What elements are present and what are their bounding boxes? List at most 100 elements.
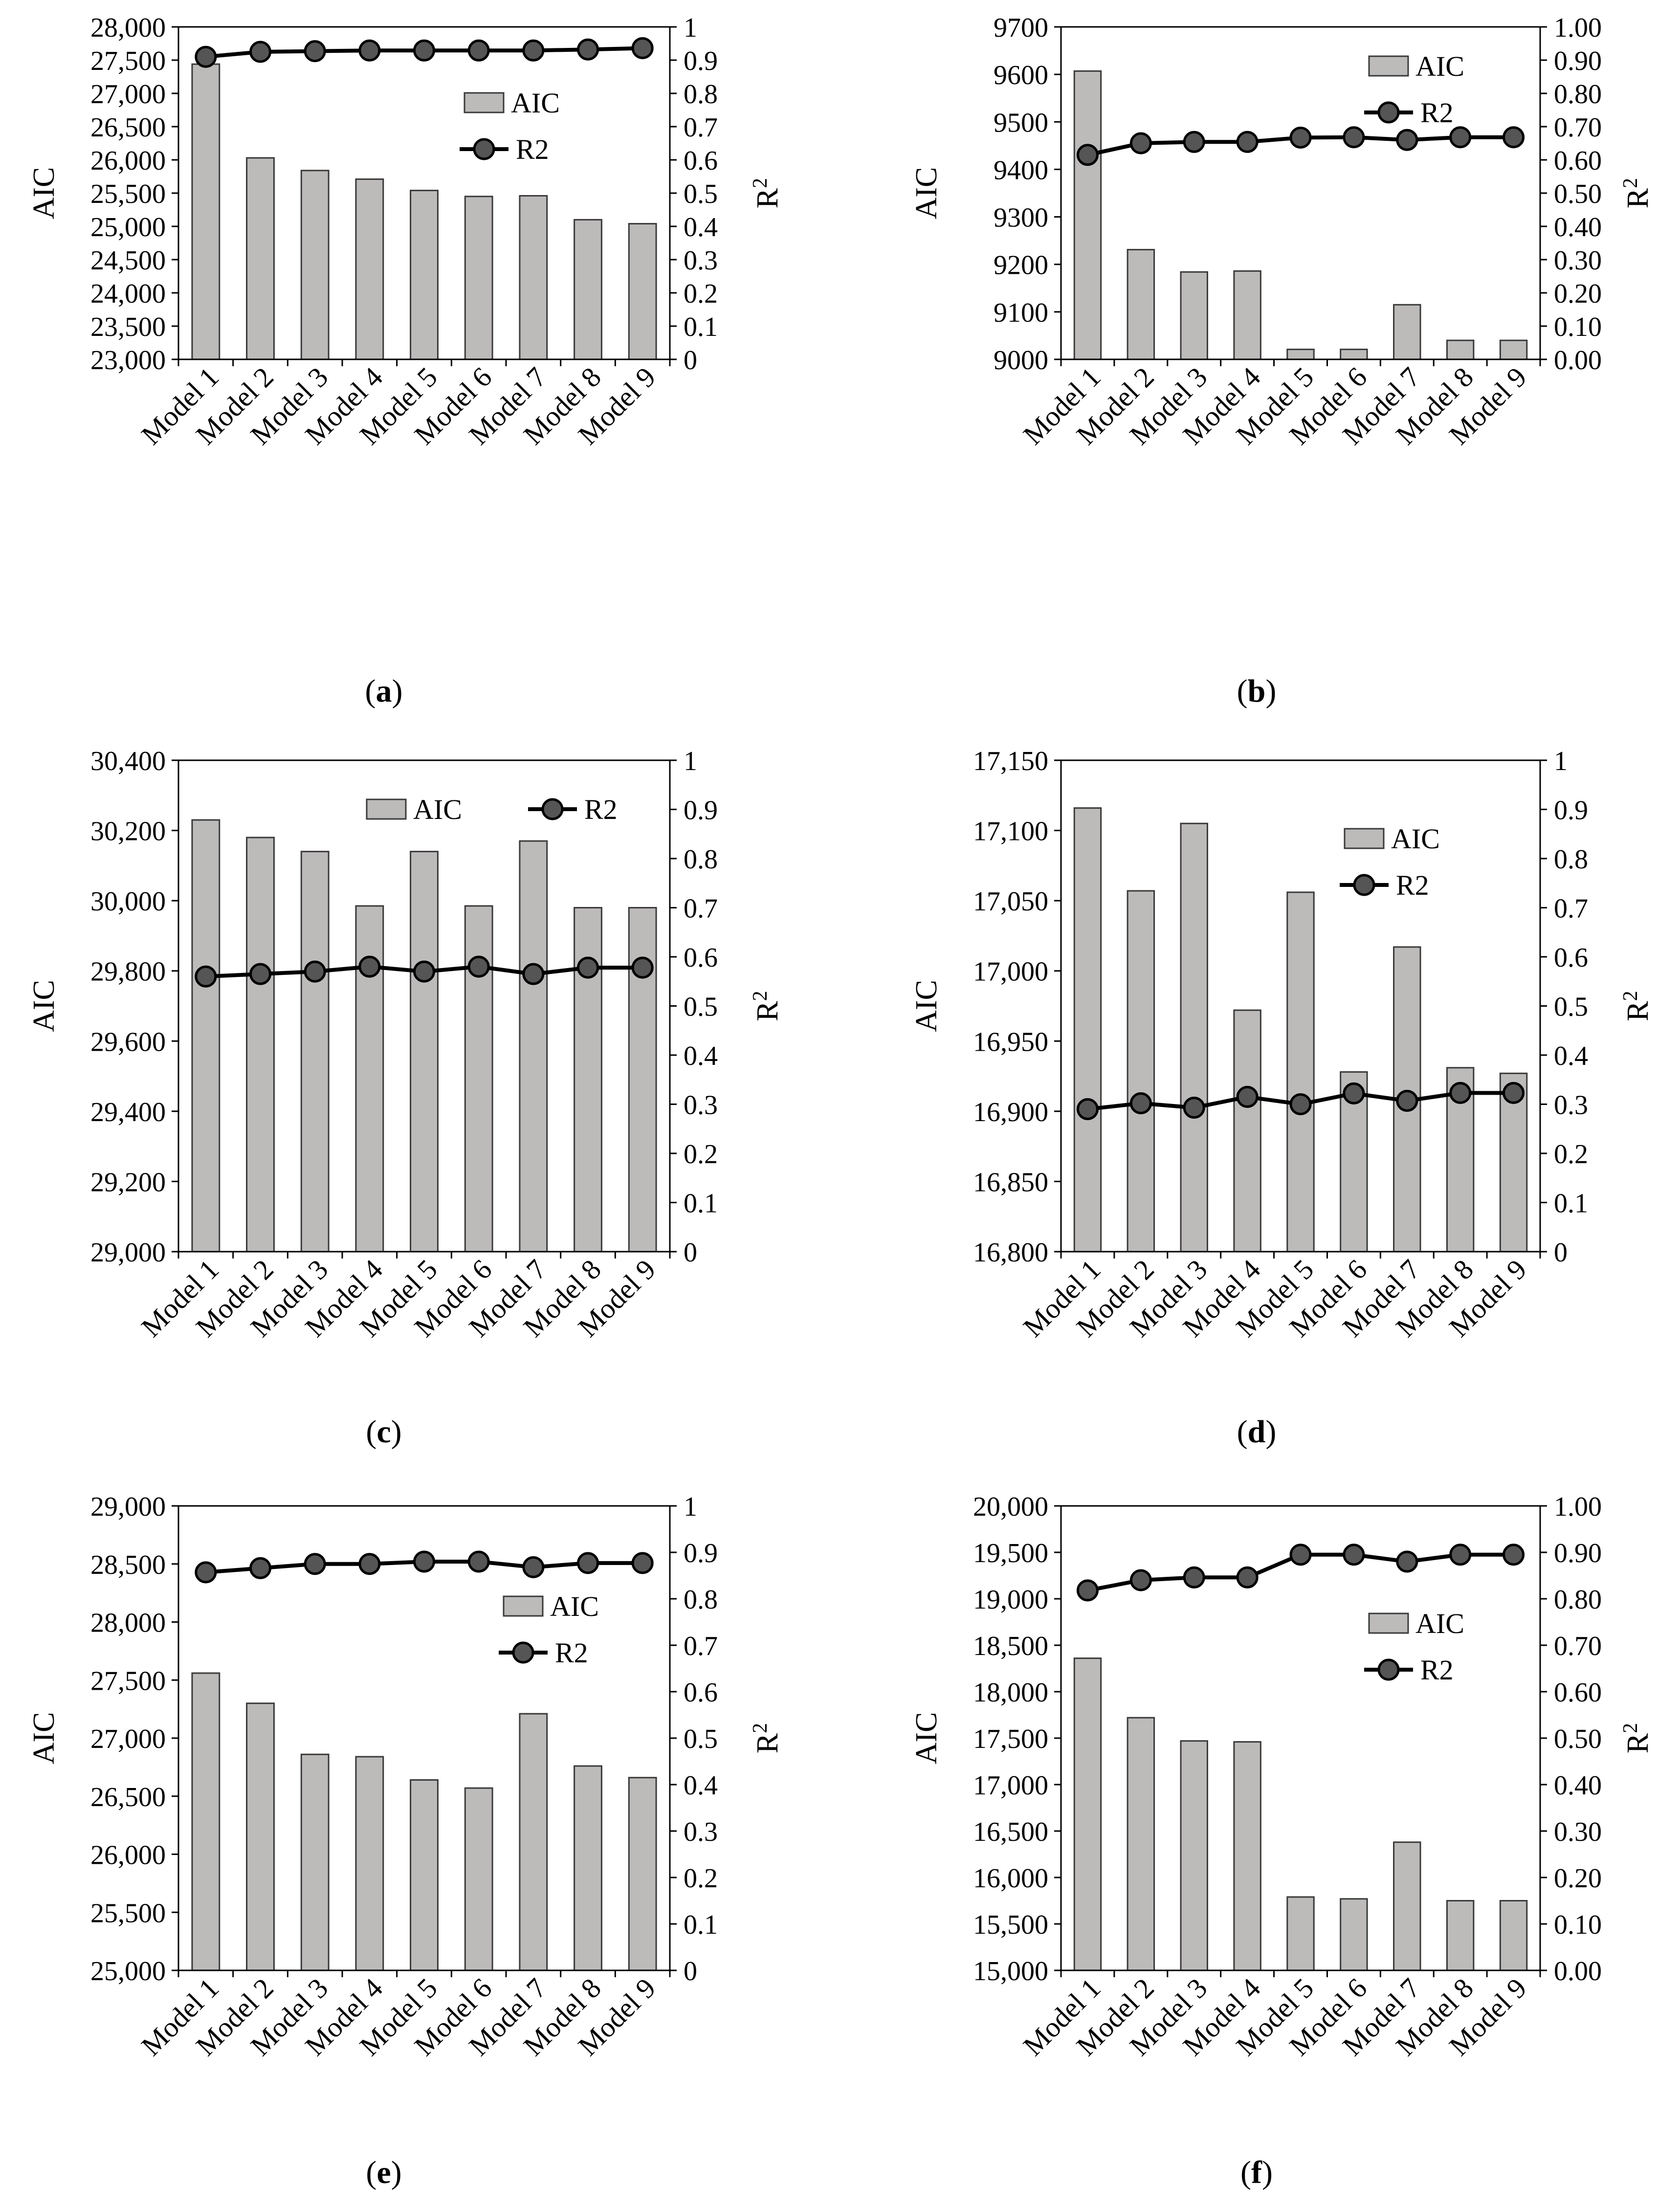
r2-marker xyxy=(467,1550,490,1573)
left-tick-label: 9600 xyxy=(994,60,1048,90)
right-tick-label: 0.8 xyxy=(684,79,718,110)
r2-marker xyxy=(358,39,381,62)
left-tick-label: 9300 xyxy=(994,203,1048,233)
r2-marker xyxy=(249,1557,271,1579)
aic-bar xyxy=(1286,891,1315,1253)
aic-bar xyxy=(1499,339,1528,360)
aic-bar xyxy=(1499,1900,1528,1971)
panel-caption: (b) xyxy=(1237,673,1277,709)
left-tick-label: 25,500 xyxy=(90,179,166,209)
left-tick-label: 17,050 xyxy=(973,886,1048,917)
aic-bar xyxy=(410,1779,439,1971)
left-tick-label: 23,000 xyxy=(90,345,166,375)
right-tick-label: 0.1 xyxy=(684,312,718,342)
right-tick-label: 0.1 xyxy=(1554,1189,1588,1219)
legend-line-label: R2 xyxy=(555,1637,588,1669)
right-tick-label: 0.30 xyxy=(1554,245,1602,276)
r2-marker xyxy=(304,40,326,63)
r2-marker xyxy=(1396,1089,1418,1112)
aic-bar xyxy=(519,1713,548,1971)
aic-bar xyxy=(410,851,439,1253)
chart-panel-a: 23,00023,50024,00024,50025,00025,50026,0… xyxy=(27,13,784,709)
left-tick-label: 29,800 xyxy=(90,957,166,987)
aic-bar xyxy=(574,1765,602,1971)
left-tick-label: 16,800 xyxy=(973,1237,1048,1268)
legend-bar-label: AIC xyxy=(1415,1608,1464,1639)
left-tick-label: 16,900 xyxy=(973,1097,1048,1127)
aic-bar xyxy=(1073,807,1102,1253)
legend-bar-swatch xyxy=(366,798,407,820)
aic-bar xyxy=(1127,1717,1155,1971)
left-tick-label: 17,150 xyxy=(973,746,1048,776)
right-tick-label: 0.30 xyxy=(1554,1817,1602,1847)
left-tick-label: 30,200 xyxy=(90,817,166,847)
legend-line-label: R2 xyxy=(584,794,618,825)
r2-marker xyxy=(413,39,435,62)
r2-marker xyxy=(1396,1550,1418,1573)
y-axis-title: AIC xyxy=(27,980,61,1032)
left-tick-label: 19,000 xyxy=(973,1585,1048,1615)
right-tick-label: 1 xyxy=(684,746,697,776)
right-tick-label: 0.80 xyxy=(1554,79,1602,110)
y-axis-title: AIC xyxy=(910,1712,943,1765)
r2-marker xyxy=(1289,126,1312,149)
right-tick-label: 1 xyxy=(1554,746,1568,776)
right-tick-label: 0.4 xyxy=(684,212,718,243)
r2-marker xyxy=(1076,144,1099,166)
right-tick-label: 0.8 xyxy=(684,1585,718,1615)
r2-marker xyxy=(195,1561,217,1584)
aic-bar xyxy=(246,1702,275,1971)
r2-marker xyxy=(1129,1569,1152,1591)
aic-bar xyxy=(1446,339,1475,360)
y2-axis-title: R2 xyxy=(1619,178,1655,208)
r2-marker xyxy=(1183,131,1205,153)
r2-marker xyxy=(1289,1093,1312,1115)
left-tick-label: 16,850 xyxy=(973,1167,1048,1197)
right-tick-label: 0.40 xyxy=(1554,1770,1602,1801)
r2-marker xyxy=(1449,1082,1472,1104)
right-tick-label: 0.1 xyxy=(684,1910,718,1940)
left-tick-label: 28,000 xyxy=(90,1608,166,1638)
right-tick-label: 0.2 xyxy=(684,1139,718,1170)
aic-bar xyxy=(246,157,275,360)
right-tick-label: 0.3 xyxy=(684,1817,718,1847)
r2-marker xyxy=(631,1552,654,1574)
left-tick-label: 24,500 xyxy=(90,245,166,276)
right-tick-label: 0 xyxy=(684,1237,697,1268)
r2-marker xyxy=(522,39,545,62)
left-tick-label: 25,500 xyxy=(90,1898,166,1928)
aic-bar xyxy=(464,1787,493,1971)
left-tick-label: 29,400 xyxy=(90,1097,166,1127)
aic-bar xyxy=(1233,1741,1261,1971)
y2-axis-title: R2 xyxy=(749,1723,784,1753)
y-axis-title: AIC xyxy=(910,980,943,1032)
left-tick-label: 16,500 xyxy=(973,1817,1048,1847)
left-tick-label: 9100 xyxy=(994,298,1048,328)
y-axis-title: AIC xyxy=(910,167,943,220)
right-tick-label: 0.90 xyxy=(1554,1538,1602,1568)
left-tick-label: 16,950 xyxy=(973,1027,1048,1057)
right-tick-label: 0.9 xyxy=(684,46,718,76)
legend-line-marker xyxy=(473,138,495,160)
right-tick-label: 1.00 xyxy=(1554,13,1602,43)
aic-bar xyxy=(1073,70,1102,360)
right-tick-label: 0.20 xyxy=(1554,1863,1602,1894)
left-tick-label: 19,500 xyxy=(973,1538,1048,1568)
left-tick-label: 15,000 xyxy=(973,1956,1048,1987)
r2-marker xyxy=(413,960,435,983)
r2-marker xyxy=(577,1552,599,1574)
right-tick-label: 1.00 xyxy=(1554,1492,1602,1522)
left-tick-label: 25,000 xyxy=(90,212,166,243)
panel-caption: (d) xyxy=(1237,1414,1277,1450)
right-tick-label: 0.7 xyxy=(684,894,718,924)
right-tick-label: 0.1 xyxy=(684,1189,718,1219)
legend-line-marker xyxy=(541,798,564,820)
aic-bar xyxy=(1393,1841,1421,1971)
right-tick-label: 0.8 xyxy=(1554,844,1588,875)
chart-panel-e: 25,000 25,500 26,000 26,500 27,000 27,500 28,0… xyxy=(27,1492,784,2190)
y-axis-title: AIC xyxy=(27,167,61,220)
right-tick-label: 0.5 xyxy=(1554,992,1588,1022)
panel-caption: (c) xyxy=(366,1414,401,1450)
aic-bar xyxy=(300,1753,330,1971)
chart-panel-f: 15,000 15,500 16,000 16,500 17,000 17,500 18,0… xyxy=(910,1492,1655,2190)
